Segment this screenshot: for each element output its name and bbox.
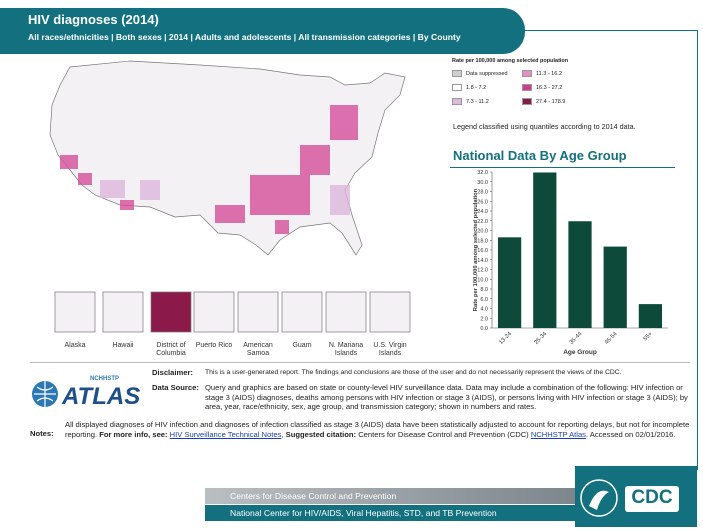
report-title: HIV diagnoses (2014) — [28, 12, 159, 27]
report-subtitle: All races/ethnicities | Both sexes | 201… — [28, 32, 461, 42]
y-tick-label: 2.0 — [480, 316, 488, 322]
atlas-logo: NCHHSTP ATLAS — [30, 376, 140, 412]
x-tick-label: 25-34 — [533, 331, 548, 346]
bar — [638, 304, 663, 328]
footer-line: Centers for Disease Control and Preventi… — [205, 488, 575, 504]
y-tick-label: 10.0 — [477, 277, 488, 283]
notes-link[interactable]: HIV Surveillance Technical Notes — [169, 429, 282, 439]
x-tick-label: 35-44 — [569, 331, 584, 346]
notes-text: All displayed diagnoses of HIV infection… — [65, 420, 690, 439]
rule — [697, 30, 698, 470]
y-tick-label: 0.0 — [480, 326, 488, 332]
legend-item: 27.4 - 178.9 — [522, 98, 592, 105]
legend-swatch — [452, 84, 462, 91]
territory-label: Alaska — [64, 342, 86, 349]
bar — [497, 237, 522, 328]
y-tick-label: 4.0 — [480, 307, 488, 313]
legend-label: 1.8 - 7.2 — [466, 84, 487, 91]
notes-segment: Suggested citation: — [285, 429, 359, 439]
notes-label: Notes: — [30, 429, 54, 438]
y-axis-label: Rate per 100,000 among selected populati… — [473, 188, 479, 311]
atlas-word: ATLAS — [62, 383, 141, 410]
notes-segment: , — [281, 429, 286, 439]
y-tick-label: 18.0 — [477, 238, 488, 244]
legend-item: 16.3 - 27.2 — [522, 84, 592, 91]
territory-label: U.S. Virgin Islands — [373, 342, 407, 357]
y-tick-label: 6.0 — [480, 297, 488, 303]
hhs-emblem — [580, 479, 679, 517]
x-tick-label: 45-54 — [604, 331, 619, 346]
territory-label: Hawaii — [112, 342, 134, 349]
legend-swatch — [522, 70, 532, 77]
notes-link[interactable]: NCHHSTP Atlas — [530, 429, 586, 439]
notes-segment: Centers for Disease Control and Preventi… — [358, 429, 531, 439]
rule — [525, 30, 697, 31]
y-tick-label: 26.0 — [477, 199, 488, 205]
bar — [568, 221, 592, 328]
y-tick-label: 28.0 — [477, 190, 488, 196]
legend-item: Data suppressed — [452, 70, 522, 77]
x-axis-label: Age Group — [563, 349, 597, 356]
y-tick-label: 32.0 — [477, 170, 488, 176]
notes-segment: . Accessed on 02/01/2016. — [585, 429, 676, 439]
y-tick-label: 24.0 — [477, 209, 488, 215]
legend-label: Data suppressed — [466, 70, 508, 77]
y-tick-label: 12.0 — [477, 268, 488, 274]
legend-swatch — [452, 70, 462, 77]
rule — [30, 362, 690, 363]
cdc-logo: CDC — [575, 466, 697, 527]
legend-swatch — [452, 98, 462, 105]
territory-label: District of Columbia — [156, 342, 186, 357]
disclaimer-text: This is a user-generated report. The fin… — [205, 369, 622, 376]
bar — [533, 172, 557, 328]
atlas-small: NCHHSTP — [90, 376, 120, 382]
county-shading — [60, 105, 358, 234]
disclaimer-label: Disclaimer: — [152, 368, 193, 377]
territory-label: American Samoa — [243, 342, 273, 357]
legend-swatch — [522, 98, 532, 105]
map-legend: Rate per 100,000 among selected populati… — [452, 58, 642, 114]
chart-title: National Data By Age Group — [453, 148, 627, 163]
territory-label: Puerto Rico — [195, 342, 233, 349]
y-tick-label: 16.0 — [477, 248, 488, 254]
territory-label: N. Mariana Islands — [328, 342, 364, 357]
rule — [450, 167, 675, 168]
us-outline — [49, 60, 406, 256]
legend-label: 11.3 - 16.2 — [536, 70, 562, 77]
cdc-word: CDC — [631, 487, 673, 508]
legend-item: 11.3 - 16.2 — [522, 70, 592, 77]
legend-label: 16.3 - 27.2 — [536, 84, 563, 91]
data-source-label: Data Source: — [152, 383, 199, 392]
bar-chart: 0.0 2.0 4.0 6.0 8.0 10.0 12.0 14.0 16.0 18.0 20.0 2… — [473, 170, 668, 356]
x-tick-label: 13-24 — [498, 331, 513, 346]
legend-label: 27.4 - 178.9 — [536, 98, 566, 105]
map — [49, 60, 411, 333]
legend-title: Rate per 100,000 among selected populati… — [452, 58, 569, 64]
legend-label: 7.3 - 11.2 — [466, 98, 489, 105]
legend-swatch — [522, 84, 532, 91]
legend-item: 1.8 - 7.2 — [452, 84, 522, 91]
bar — [603, 246, 627, 328]
notes-segment: For more info, see: — [99, 429, 170, 439]
county-shading — [100, 180, 350, 215]
data-source-text: Query and graphics are based on state or… — [205, 383, 688, 411]
y-tick-label: 14.0 — [477, 258, 488, 264]
x-tick-label: 55+ — [643, 331, 655, 343]
header: HIV diagnoses (2014) All races/ethniciti… — [0, 8, 525, 54]
y-tick-label: 22.0 — [477, 219, 488, 225]
y-tick-label: 8.0 — [480, 287, 488, 293]
territory-icons — [54, 291, 411, 333]
notes-segment: All displayed diagnoses of HIV infection… — [65, 420, 690, 439]
legend-item: 7.3 - 11.2 — [452, 98, 522, 105]
atlas-globe — [32, 381, 58, 407]
y-tick-label: 30.0 — [477, 180, 488, 186]
footer-line: National Center for HIV/AIDS, Viral Hepa… — [205, 505, 575, 521]
legend-note: Legend classified using quantiles accord… — [453, 122, 636, 131]
territory-label: Guam — [292, 342, 312, 349]
y-tick-label: 20.0 — [477, 229, 488, 235]
